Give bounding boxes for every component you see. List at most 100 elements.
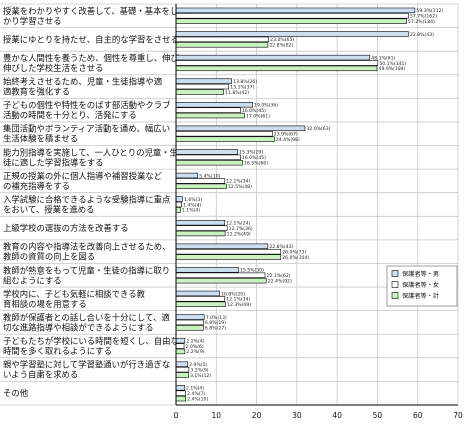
data-label: 1.6%(3)	[184, 197, 202, 203]
data-label: 16.0%(45)	[242, 108, 266, 114]
bar	[175, 254, 282, 260]
legend-label: 保護者等・女	[402, 281, 439, 289]
category-label: 正規の授業の外に個人指導や補習授業など	[3, 171, 163, 181]
data-label: 12.1%(24)	[226, 220, 250, 226]
data-label: 49.9%(184)	[379, 66, 406, 72]
bar	[175, 201, 182, 208]
category-label: 適教育を強化する	[3, 87, 70, 97]
category-label: 教師が保護者との話し合いを十分にして、適	[3, 312, 170, 322]
data-label: 12.5%(48)	[228, 184, 252, 190]
data-label: 13.8%(26)	[233, 79, 257, 85]
data-label: 16.0%(45)	[242, 155, 266, 161]
data-label: 16.5%(66)	[244, 161, 268, 167]
bar	[175, 348, 186, 355]
bar	[175, 183, 227, 190]
data-label: 10.8%(20)	[221, 291, 245, 297]
legend-box	[386, 265, 458, 307]
category-label: 集団活動やボランティア活動を通め、幅広い	[3, 124, 170, 134]
data-label: 12.1%(34)	[226, 297, 250, 303]
x-tick-label: 20	[252, 411, 262, 420]
gridlines	[0, 3, 459, 406]
data-label: 17.0%(61)	[246, 113, 270, 119]
data-label: 2.4%(7)	[187, 391, 205, 397]
bar	[175, 385, 185, 391]
data-label: 12.3%(49)	[227, 302, 251, 308]
category-label: 生活体験を積ませる	[3, 134, 78, 144]
category-label: 上級学校の選抜の方法を改善する	[3, 223, 129, 233]
legend-label: 保護者等・男	[402, 270, 439, 278]
data-label: 5.4%(10)	[199, 173, 220, 179]
data-label: 23.0%(65)	[270, 37, 294, 43]
data-label: 6.8%(27)	[205, 326, 226, 332]
category-label: 育相談の場を用意する	[3, 299, 87, 309]
x-axis: 0 10 20 30 40 50 60 70	[174, 4, 463, 420]
category-label: かり学習させる	[3, 16, 62, 26]
category-label: 伸びした学校生活をさせる	[3, 63, 104, 73]
category-label: 時間を多く取れるようにする	[3, 346, 112, 356]
data-label: 6.8%(19)	[205, 320, 226, 326]
data-label: 23.9%(67)	[274, 132, 298, 138]
bar	[175, 366, 190, 373]
bar	[175, 277, 267, 284]
bar	[175, 54, 371, 61]
category-label: 教師が熱意をもって児童・生徒の指導に取り	[3, 265, 170, 275]
bar	[175, 131, 273, 137]
bar	[175, 107, 241, 113]
data-label: 32.0%(63)	[306, 126, 330, 132]
bar	[175, 325, 204, 331]
bar	[175, 243, 269, 249]
category-label: 組むようにする	[3, 275, 62, 285]
bar	[175, 296, 226, 302]
category-label: 授業にゆとりを持たせ、自主的な学習をさせる	[3, 34, 179, 44]
data-label: 12.1%(34)	[226, 179, 250, 185]
x-tick-label: 10	[212, 411, 222, 420]
bar	[175, 337, 186, 344]
data-label: 3.1%(12)	[190, 373, 211, 379]
bar	[175, 83, 230, 90]
category-labels: 授業をわかりやすく改善して、基礎・基本をしっかり学習させる授業にゆとりを持たせ、…	[3, 6, 187, 398]
legend-swatch	[391, 292, 399, 299]
legend-label: 保護者等・計	[402, 292, 439, 300]
data-label: 15.3%(29)	[239, 150, 263, 156]
data-label: 19.0%(36)	[254, 103, 278, 109]
category-label: いよう自粛を求める	[3, 370, 78, 380]
bar	[175, 18, 407, 24]
category-label: 教育の内容や指導法を改善向上させるため、	[3, 242, 171, 252]
data-label: 2.9%(5)	[189, 362, 207, 368]
category-label: 子どもの個性や特性をのばす部活動やクラブ	[3, 100, 171, 110]
bar	[175, 361, 188, 367]
bar	[175, 248, 282, 255]
bar	[175, 301, 226, 307]
data-label: 12.2%(49)	[227, 231, 251, 237]
data-label: 57.7%(162)	[410, 14, 437, 20]
data-label: 2.2%(4)	[186, 338, 204, 344]
x-tick-label: 50	[373, 411, 383, 420]
category-label: 親や学習塾に対して学習塾通いが行き過ぎな	[3, 360, 170, 370]
data-label: 2.0%(6)	[186, 344, 204, 350]
x-tick-label: 30	[292, 411, 302, 420]
data-label: 22.8%(43)	[410, 32, 434, 38]
legend-swatch	[391, 281, 399, 288]
bar	[175, 390, 186, 396]
bar	[175, 160, 243, 166]
bar	[175, 225, 228, 231]
category-label: 能力別指導を実施して、一人ひとりの児童・生	[3, 147, 178, 157]
bar	[175, 42, 269, 48]
data-label: 50.1%(141)	[379, 61, 406, 67]
x-tick-label: 0	[174, 411, 179, 420]
data-label: 2.1%(4)	[186, 386, 204, 392]
data-label: 22.1%(62)	[267, 273, 291, 279]
bar	[175, 319, 204, 326]
bar	[175, 272, 266, 278]
data-label: 1.1%(4)	[182, 208, 200, 214]
bar	[175, 219, 226, 226]
category-label: 学校内に、子ども気軽に相談できる教	[3, 289, 146, 299]
bar	[175, 36, 269, 43]
bar	[175, 78, 232, 84]
data-label: 24.4%(98)	[276, 137, 300, 143]
category-label: 始終考えさせるため、児童・生徒指導や適	[3, 77, 163, 87]
bar	[175, 31, 409, 37]
data-label: 26.0%(104)	[282, 255, 309, 261]
bar	[175, 172, 199, 179]
